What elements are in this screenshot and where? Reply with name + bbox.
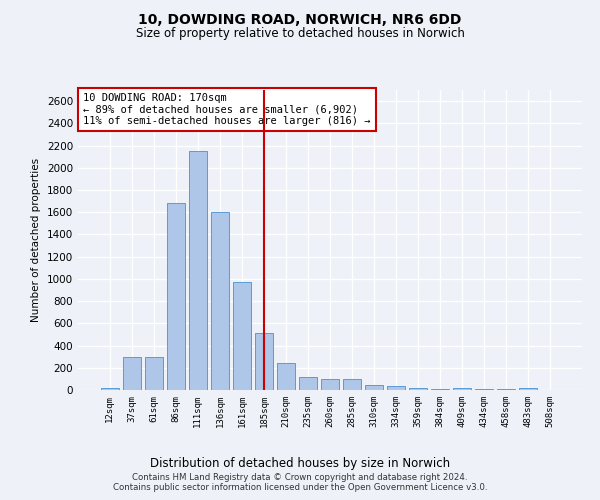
Bar <box>211 212 229 390</box>
Bar <box>321 379 339 390</box>
Bar <box>233 282 251 390</box>
Text: 10, DOWDING ROAD, NORWICH, NR6 6DD: 10, DOWDING ROAD, NORWICH, NR6 6DD <box>139 12 461 26</box>
Bar <box>123 356 140 390</box>
Bar <box>167 204 185 390</box>
Bar <box>255 334 273 390</box>
Bar <box>387 386 405 390</box>
Bar <box>145 356 163 390</box>
Text: Distribution of detached houses by size in Norwich: Distribution of detached houses by size … <box>150 458 450 470</box>
Text: 10 DOWDING ROAD: 170sqm
← 89% of detached houses are smaller (6,902)
11% of semi: 10 DOWDING ROAD: 170sqm ← 89% of detache… <box>83 93 371 126</box>
Y-axis label: Number of detached properties: Number of detached properties <box>31 158 41 322</box>
Bar <box>189 151 206 390</box>
Bar <box>343 379 361 390</box>
Bar <box>277 363 295 390</box>
Bar <box>101 388 119 390</box>
Text: Size of property relative to detached houses in Norwich: Size of property relative to detached ho… <box>136 28 464 40</box>
Bar <box>454 388 471 390</box>
Bar <box>520 388 537 390</box>
Text: Contains HM Land Registry data © Crown copyright and database right 2024.
Contai: Contains HM Land Registry data © Crown c… <box>113 473 487 492</box>
Bar <box>365 385 383 390</box>
Bar <box>409 388 427 390</box>
Bar <box>299 376 317 390</box>
